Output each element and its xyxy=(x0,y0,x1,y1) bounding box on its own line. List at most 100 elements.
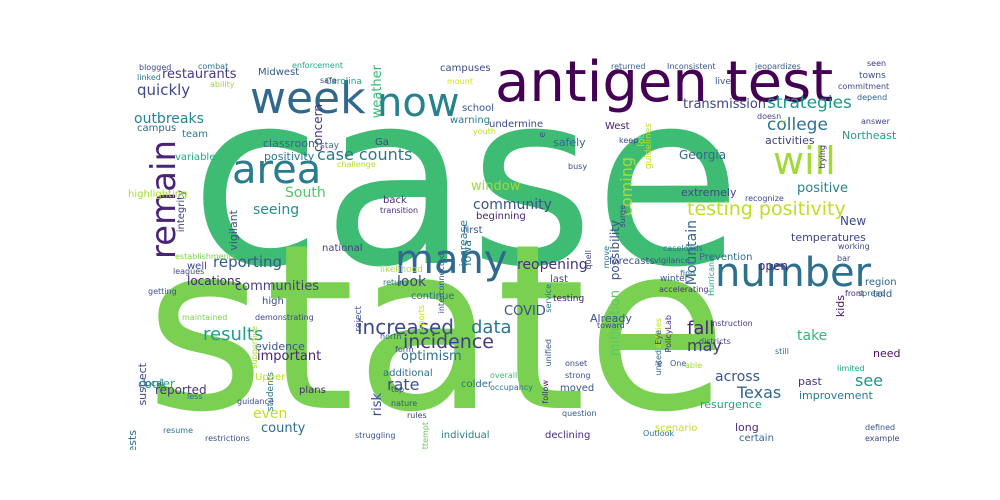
word: s xyxy=(779,120,788,125)
word: take xyxy=(797,328,828,344)
word: New xyxy=(840,214,867,228)
word: vigilance xyxy=(654,256,690,265)
word: additional xyxy=(383,368,433,379)
word: instruction xyxy=(710,319,753,328)
word: fall xyxy=(687,318,715,339)
word: districts xyxy=(699,337,731,346)
word: evidence xyxy=(255,340,305,353)
word: linked xyxy=(137,73,161,82)
word: activities xyxy=(765,134,815,147)
word: campuses xyxy=(440,63,491,74)
word: South xyxy=(285,185,326,201)
word: testing xyxy=(553,294,585,304)
word: even xyxy=(253,406,288,422)
word: rules xyxy=(407,411,427,420)
word-cloud: case state antigen test week now area will rema… xyxy=(125,50,900,451)
word: important xyxy=(257,349,322,364)
word: undermine xyxy=(489,119,544,130)
word: keep xyxy=(619,136,639,145)
word: PolicyLab xyxy=(664,315,673,353)
word: front xyxy=(845,289,865,298)
word: region xyxy=(865,277,897,288)
word: toward xyxy=(597,321,625,330)
word: community xyxy=(473,197,552,213)
word: quickly xyxy=(137,81,191,99)
word: positivity xyxy=(264,150,315,163)
word: will xyxy=(773,139,836,183)
word: rate xyxy=(387,375,420,394)
word: establishments xyxy=(175,252,236,261)
word: return xyxy=(383,278,408,287)
word: Northeast xyxy=(842,129,897,142)
word: Midwest xyxy=(258,67,300,78)
word: week xyxy=(250,73,366,124)
word: winter xyxy=(660,274,689,284)
word: stay xyxy=(320,141,340,151)
word: campus xyxy=(137,123,177,134)
word: long xyxy=(735,421,759,434)
word: top xyxy=(391,385,405,394)
word: certain xyxy=(739,433,774,444)
word: classroom xyxy=(263,137,319,150)
word: follow xyxy=(541,380,550,404)
word: incidence xyxy=(403,331,494,353)
word: reported xyxy=(155,383,207,397)
word: still xyxy=(775,347,789,356)
word: scenario xyxy=(655,423,698,434)
word: Texas xyxy=(737,383,782,402)
word: spread xyxy=(858,289,886,298)
word: team xyxy=(182,129,208,140)
word: plans xyxy=(299,385,326,396)
word: towns xyxy=(859,71,886,81)
word: move xyxy=(602,246,611,269)
word: combat xyxy=(198,62,229,71)
word: Already xyxy=(590,312,632,325)
word: sports xyxy=(417,305,426,330)
word: increased xyxy=(357,315,454,339)
word: reporting xyxy=(213,253,283,271)
word: number xyxy=(715,250,872,296)
word: maintained xyxy=(182,313,228,322)
word: individual xyxy=(441,430,490,441)
word: supportive xyxy=(250,326,259,369)
word: testing positivity xyxy=(687,198,846,220)
word: Iowa xyxy=(461,240,474,266)
word: declining xyxy=(545,430,591,441)
word: well xyxy=(187,261,207,272)
word: Georgia xyxy=(679,148,727,162)
word: example xyxy=(865,434,900,443)
word: COVID xyxy=(504,304,546,319)
word: e xyxy=(538,132,548,138)
word: college xyxy=(767,115,828,135)
word: nature xyxy=(391,399,418,408)
word: service xyxy=(544,284,553,313)
word: case xyxy=(190,50,742,320)
word: live xyxy=(715,77,731,87)
word: risk xyxy=(370,393,385,417)
word: able xyxy=(685,361,703,370)
word: trying xyxy=(818,145,827,169)
word: open xyxy=(758,259,788,273)
word: reopening xyxy=(517,257,588,273)
word: likelihood xyxy=(380,265,423,275)
word: getting xyxy=(148,287,177,296)
word: window xyxy=(471,179,521,194)
word: Carolina xyxy=(325,77,363,87)
word: Ga xyxy=(375,137,389,148)
word: many xyxy=(395,237,508,283)
word: restrictions xyxy=(205,434,250,443)
word: resurgence xyxy=(700,398,762,411)
word: warning xyxy=(450,115,491,126)
word: back xyxy=(383,195,407,206)
word: demonstrating xyxy=(255,313,314,322)
word: across xyxy=(715,369,760,385)
word: safe xyxy=(320,76,337,85)
word: strong xyxy=(565,371,591,380)
word: commitment xyxy=(838,82,890,91)
word: blogged xyxy=(139,63,172,72)
word: enforcement xyxy=(292,61,344,70)
word: first xyxy=(463,225,483,236)
word: now xyxy=(377,80,460,126)
word: working xyxy=(838,242,870,251)
word: defined xyxy=(865,423,896,432)
